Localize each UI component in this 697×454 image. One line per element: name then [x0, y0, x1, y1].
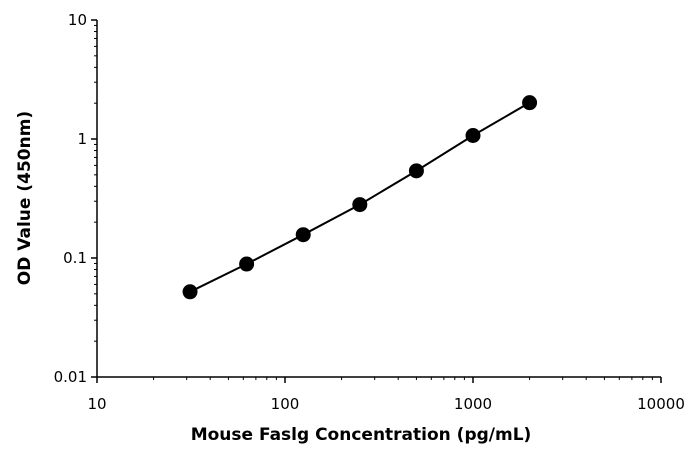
- x-tick-label: 1000: [454, 395, 492, 413]
- y-tick-label: 0.01: [54, 368, 87, 386]
- x-tick-label: 10: [87, 395, 106, 413]
- y-axis-title: OD Value (450nm): [15, 111, 35, 285]
- data-point: [295, 227, 311, 243]
- data-point: [465, 128, 481, 144]
- data-point: [239, 256, 255, 272]
- data-point: [352, 197, 368, 213]
- y-tick-label: 1: [77, 130, 87, 148]
- data-point: [408, 163, 424, 179]
- axes: 0.01 0.1 1 10 10 100 1000 10000: [54, 11, 685, 413]
- x-tick-label: 100: [271, 395, 300, 413]
- y-tick-label: 0.1: [63, 249, 87, 267]
- plot-area: [182, 95, 538, 300]
- data-point: [522, 95, 538, 111]
- x-tick-label: 10000: [637, 395, 685, 413]
- data-point: [182, 284, 198, 300]
- x-axis-title: Mouse Faslg Concentration (pg/mL): [191, 425, 532, 445]
- y-tick-label: 10: [68, 11, 87, 29]
